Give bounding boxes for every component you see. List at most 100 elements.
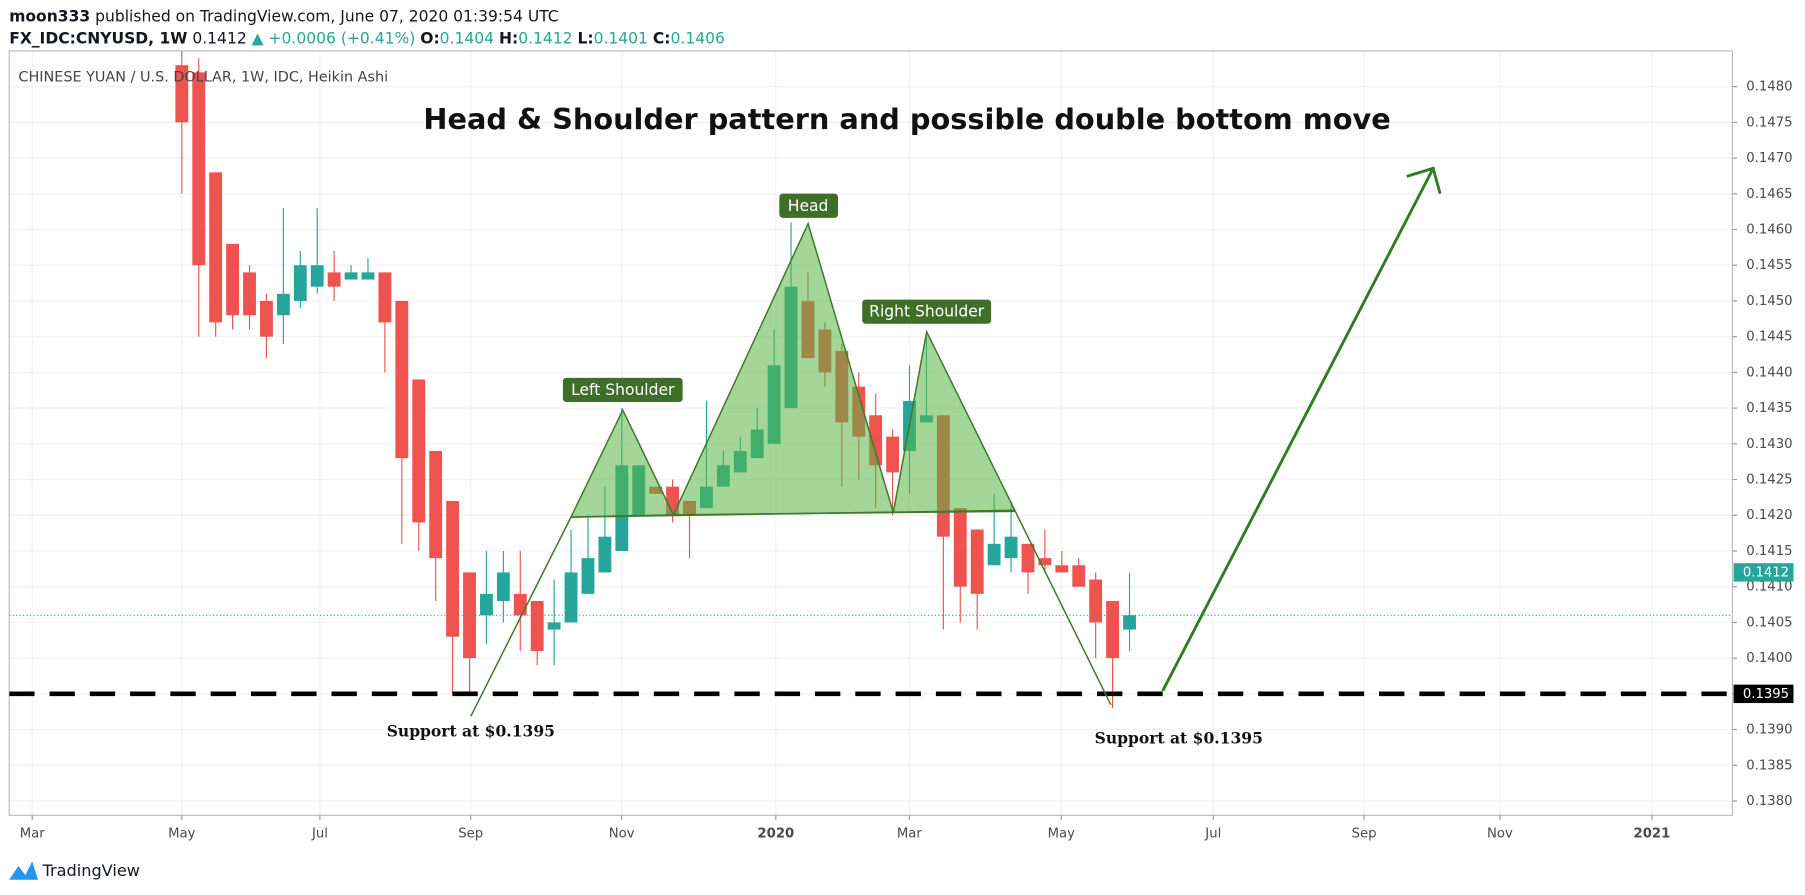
y-tick-label: 0.1405 [1746, 615, 1792, 630]
y-tick-label: 0.1380 [1746, 794, 1792, 809]
x-tick-label: Nov [609, 827, 635, 842]
pattern-labels: Left Shoulder Head Right Shoulder Suppor… [387, 193, 1263, 747]
ohlc-label: C: [653, 29, 671, 47]
y-tick-label: 0.1440 [1746, 365, 1792, 380]
last-price-label: 0.1412 [1743, 565, 1789, 580]
chart-subtitle: CHINESE YUAN / U.S. DOLLAR, 1W, IDC, Hei… [18, 69, 388, 85]
label-box [779, 193, 839, 218]
y-tick-label: 0.1445 [1746, 330, 1792, 345]
y-tick-label: 0.1480 [1746, 80, 1792, 95]
annotation: Head [788, 197, 829, 215]
candle-body [547, 622, 561, 630]
x-tick-label: 2020 [757, 827, 794, 842]
published: published on TradingView.com, June 07, 2… [95, 7, 559, 25]
candle-body [1038, 558, 1052, 566]
candle-body [243, 272, 256, 316]
left-shoulder-shape [569, 408, 675, 518]
annotation: Support at $0.1395 [387, 721, 555, 740]
y-tick-label: 0.1400 [1746, 651, 1792, 666]
candle-body [361, 272, 375, 280]
last-price-box [1733, 563, 1794, 582]
y-tick-label: 0.1460 [1746, 223, 1792, 238]
last: 0.1412 [192, 29, 246, 47]
support-price-box [1733, 684, 1794, 704]
candle-body [446, 500, 460, 637]
ohlc-value: 0.1404 [440, 29, 494, 47]
candle-body [598, 536, 612, 573]
candle-body [226, 243, 240, 316]
candle-body [192, 72, 206, 266]
candle-body [310, 265, 324, 287]
y-tick-label: 0.1465 [1746, 187, 1792, 202]
y-tick-label: 0.1455 [1746, 258, 1792, 273]
logo-icon [9, 861, 38, 880]
candle-body [987, 543, 1001, 566]
candle-body [496, 572, 510, 601]
candle-body [953, 508, 967, 587]
candle-body [1123, 615, 1136, 630]
candle-body [395, 300, 409, 459]
ohlc-label: L: [577, 29, 593, 47]
label-box [862, 299, 992, 324]
candle-body [564, 572, 578, 623]
candle-body [209, 172, 223, 323]
y-tick-label: 0.1425 [1746, 473, 1792, 488]
y-tick-label: 0.1415 [1746, 544, 1792, 559]
neckline [570, 509, 1016, 518]
y-tick-label: 0.1430 [1746, 437, 1792, 452]
x-tick-label: Sep [458, 827, 483, 842]
arrow-head [1406, 166, 1442, 195]
symbol: FX_IDC:CNYUSD, 1W [9, 29, 187, 47]
y-tick-label: 0.1470 [1746, 151, 1792, 166]
y-tick-label: 0.1475 [1746, 115, 1792, 130]
x-tick-label: Jul [1204, 827, 1221, 842]
pane-border [8, 50, 1734, 816]
candle-body [581, 558, 595, 594]
ohlc-label: H: [499, 29, 518, 47]
annotation: Right Shoulder [869, 303, 985, 321]
candle-body [260, 300, 273, 337]
author: moon333 [9, 7, 90, 25]
right-shoulder-shape [892, 329, 1017, 514]
candle-body [1106, 600, 1120, 659]
logo: TradingView [9, 861, 140, 880]
ohlc-value: 0.1401 [594, 29, 648, 47]
candle-body [530, 600, 544, 651]
x-tick-label: May [1048, 827, 1076, 842]
candles [9, 50, 1733, 709]
x-tick-label: Mar [20, 827, 46, 842]
ohlc-label: O: [420, 29, 439, 47]
candle-body [480, 593, 493, 616]
y-tick-label: 0.1390 [1746, 723, 1792, 738]
candle-body [970, 529, 984, 594]
pattern [470, 221, 1112, 717]
candle-body [1089, 579, 1103, 623]
header-line: moon333 published on TradingView.com, Ju… [9, 7, 558, 25]
x-tick-label: 2021 [1634, 827, 1671, 842]
head-shape [672, 221, 895, 516]
grid [9, 50, 1733, 816]
arrow-shaft [1161, 169, 1434, 692]
annotation: Left Shoulder [571, 381, 675, 399]
candle-body [429, 450, 443, 559]
label-box [562, 377, 683, 403]
y-tick-label: 0.1410 [1746, 580, 1792, 595]
candle-body [293, 265, 307, 301]
trend-line [1014, 511, 1112, 706]
candle-body [1004, 536, 1018, 559]
support-price-label: 0.1395 [1743, 687, 1789, 702]
brand: TradingView [42, 861, 140, 880]
change: ▲ +0.0006 (+0.41%) [252, 29, 416, 47]
header-quote: FX_IDC:CNYUSD, 1W 0.1412 ▲ +0.0006 (+0.4… [9, 29, 725, 47]
candle-body [276, 293, 290, 316]
candle-body [1055, 565, 1069, 573]
y-tick-label: 0.1450 [1746, 294, 1792, 309]
y-tick-label: 0.1385 [1746, 758, 1792, 773]
candle-body [1072, 565, 1086, 587]
candle-body [886, 436, 900, 473]
y-tick-label: 0.1435 [1746, 401, 1792, 416]
trend-line [470, 516, 572, 717]
x-tick-label: May [168, 827, 196, 842]
candle-body [327, 272, 341, 287]
